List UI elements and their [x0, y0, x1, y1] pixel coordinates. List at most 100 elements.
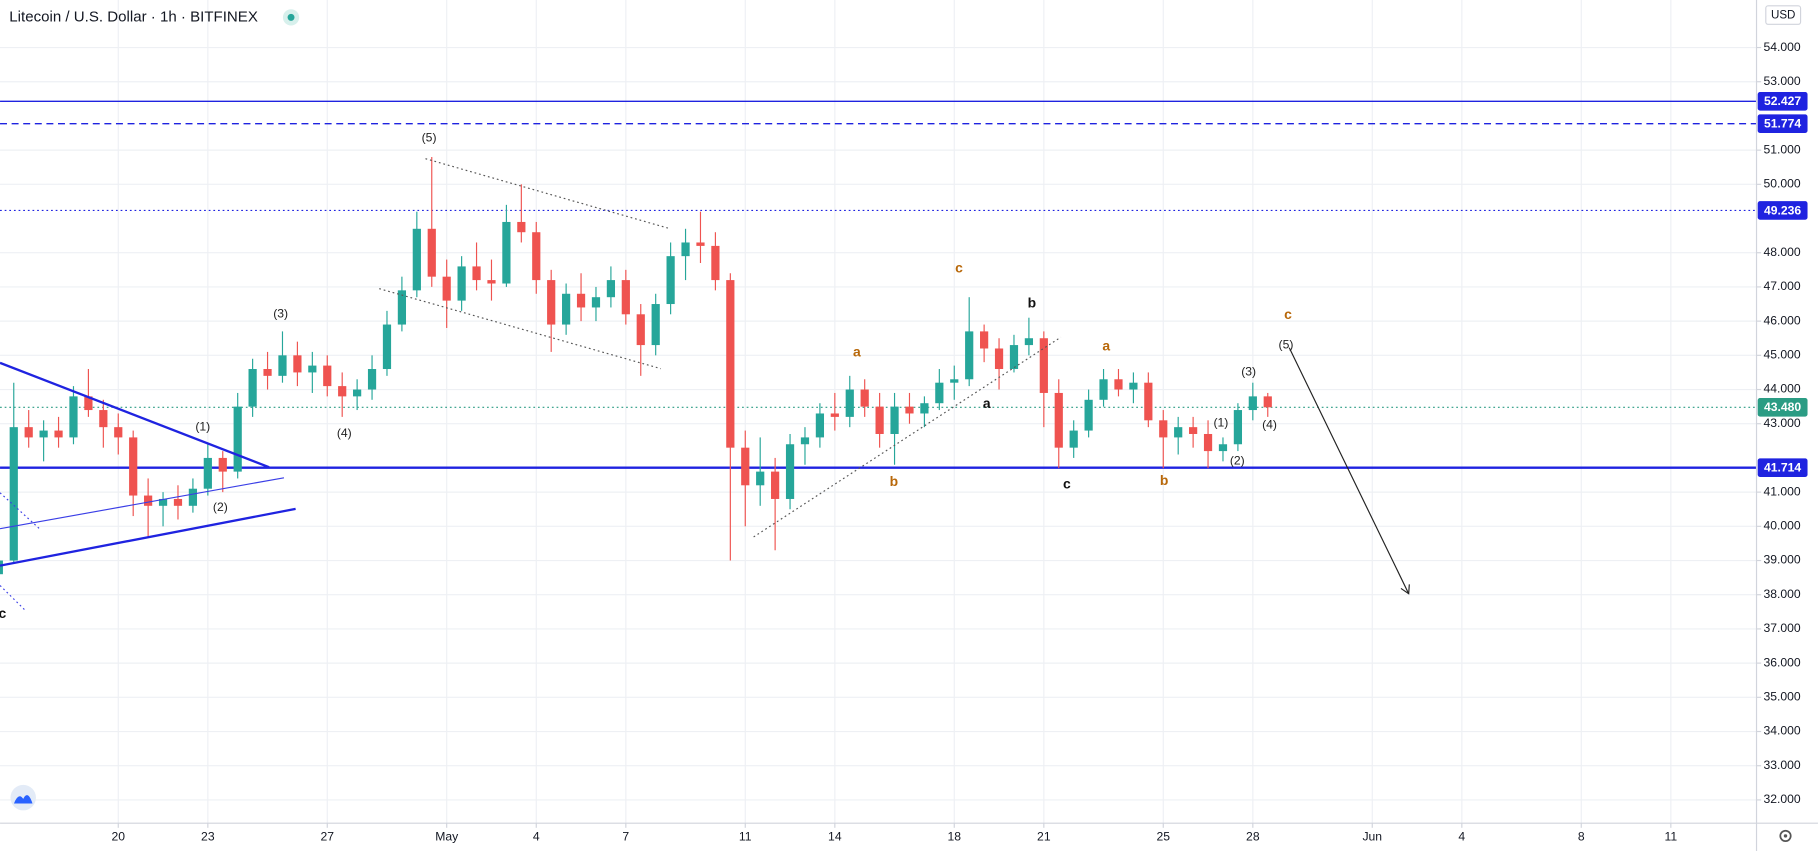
candle-body: [442, 276, 451, 301]
status-dot[interactable]: [287, 13, 295, 21]
candle-body: [397, 290, 407, 325]
y-tick-label: 32.000: [1763, 792, 1800, 806]
x-tick-label: 18: [947, 829, 961, 843]
x-tick-label: 14: [828, 829, 842, 843]
trendline: [0, 585, 27, 612]
candle-body: [1144, 382, 1153, 421]
candle-body: [756, 471, 765, 486]
candle-body: [815, 413, 825, 438]
candles: [0, 156, 1272, 575]
wave-label: c: [1284, 306, 1292, 322]
candle-body: [1218, 444, 1228, 452]
candle-body: [487, 280, 496, 284]
price-badges: 52.427 51.774 49.236 43.480 41.714: [1757, 92, 1808, 477]
y-tick-label: 53.000: [1763, 74, 1800, 88]
wave-label: (3): [1241, 364, 1256, 378]
wave-label: (5): [422, 130, 437, 144]
settings-icon[interactable]: [1779, 829, 1792, 843]
wave-label: (2): [1230, 454, 1245, 468]
candle-body: [248, 369, 257, 407]
candle-body: [502, 221, 511, 284]
currency-label[interactable]: USD: [1771, 10, 1795, 22]
candle-body: [293, 355, 302, 373]
candle-body: [726, 280, 735, 448]
candle-body: [980, 331, 989, 349]
wave-label: (4): [1262, 418, 1277, 432]
candle-body: [696, 242, 705, 246]
candle-body: [1024, 338, 1034, 346]
candle-body: [233, 406, 242, 472]
price-badge: [1757, 201, 1808, 220]
price-badge-label: 49.236: [1764, 203, 1801, 217]
candle-body: [278, 355, 287, 376]
trendline: [753, 336, 1062, 538]
candle-body: [1203, 433, 1213, 452]
candle-body: [457, 266, 466, 301]
candle-body: [621, 280, 630, 315]
candle-body: [651, 304, 660, 346]
y-tick-label: 47.000: [1763, 279, 1800, 293]
wave-label: a: [1102, 337, 1110, 353]
y-tick-label: 40.000: [1763, 519, 1800, 533]
x-tick-label: May: [435, 829, 459, 843]
candle-body: [84, 396, 93, 411]
price-badge: [1757, 92, 1808, 111]
candle-body: [1069, 430, 1078, 448]
y-tick-label: 34.000: [1763, 724, 1800, 738]
price-badge-label: 51.774: [1764, 116, 1801, 130]
wave-label: (5): [1279, 338, 1294, 352]
candle-body: [681, 242, 690, 257]
y-tick-label: 36.000: [1763, 655, 1800, 669]
wave-label: (1): [1213, 415, 1228, 429]
candle-body: [1009, 345, 1019, 370]
grid: [0, 0, 1757, 824]
candle-body: [1233, 410, 1243, 445]
x-tick-label: 28: [1246, 829, 1260, 843]
candle-body: [1248, 396, 1257, 411]
candle-body: [517, 221, 526, 233]
y-tick-label: 37.000: [1763, 621, 1800, 635]
candle-body: [711, 245, 720, 281]
y-tick-label: 44.000: [1763, 382, 1800, 396]
axes: 32.000 33.000 34.000 35.000 36.000 37.000 38.0…: [111, 40, 1800, 844]
y-tick-label: 38.000: [1763, 587, 1800, 601]
candle-body: [771, 471, 780, 499]
price-badge: [1757, 398, 1808, 417]
gear-hub: [1783, 834, 1788, 838]
price-badge-label: 43.480: [1764, 400, 1801, 414]
candle-body: [24, 427, 33, 438]
logo[interactable]: [10, 784, 36, 811]
x-tick-label: 7: [622, 829, 629, 843]
candle-body: [1189, 427, 1198, 434]
wave-label: b: [1028, 294, 1037, 310]
candle-body: [741, 447, 750, 486]
time-axis-panel: [0, 823, 1818, 851]
candle-body: [427, 228, 436, 277]
price-badge-label: 41.714: [1764, 461, 1801, 475]
price-badge-label: 52.427: [1764, 94, 1801, 108]
x-tick-label: 11: [739, 829, 752, 843]
chart-title: Litecoin / U.S. Dollar · 1h · BITFINEX: [9, 8, 258, 25]
wave-label: a: [853, 343, 861, 359]
candle-body: [99, 410, 108, 428]
candle-body: [950, 379, 959, 383]
candle-body: [188, 488, 198, 506]
candle-body: [547, 280, 556, 325]
candle-body: [158, 498, 168, 506]
currency-box[interactable]: [1765, 5, 1802, 25]
candle-body: [591, 297, 601, 308]
gear-ring: [1779, 829, 1792, 843]
candle-body: [965, 331, 974, 380]
price-badge: [1757, 458, 1808, 477]
candle-body: [785, 444, 795, 499]
candle-body: [830, 413, 839, 417]
candle-body: [0, 560, 3, 575]
candle-body: [472, 266, 481, 281]
candle-body: [576, 293, 586, 308]
logo-mark: [13, 795, 33, 804]
annotations: (5) (3) (4) (1) (2) c a b c b a c a b (1) (2) (3) (4) (5) c: [0, 130, 1293, 621]
y-tick-label: 35.000: [1763, 690, 1800, 704]
candle-body: [114, 427, 123, 438]
candle-body: [636, 314, 645, 346]
